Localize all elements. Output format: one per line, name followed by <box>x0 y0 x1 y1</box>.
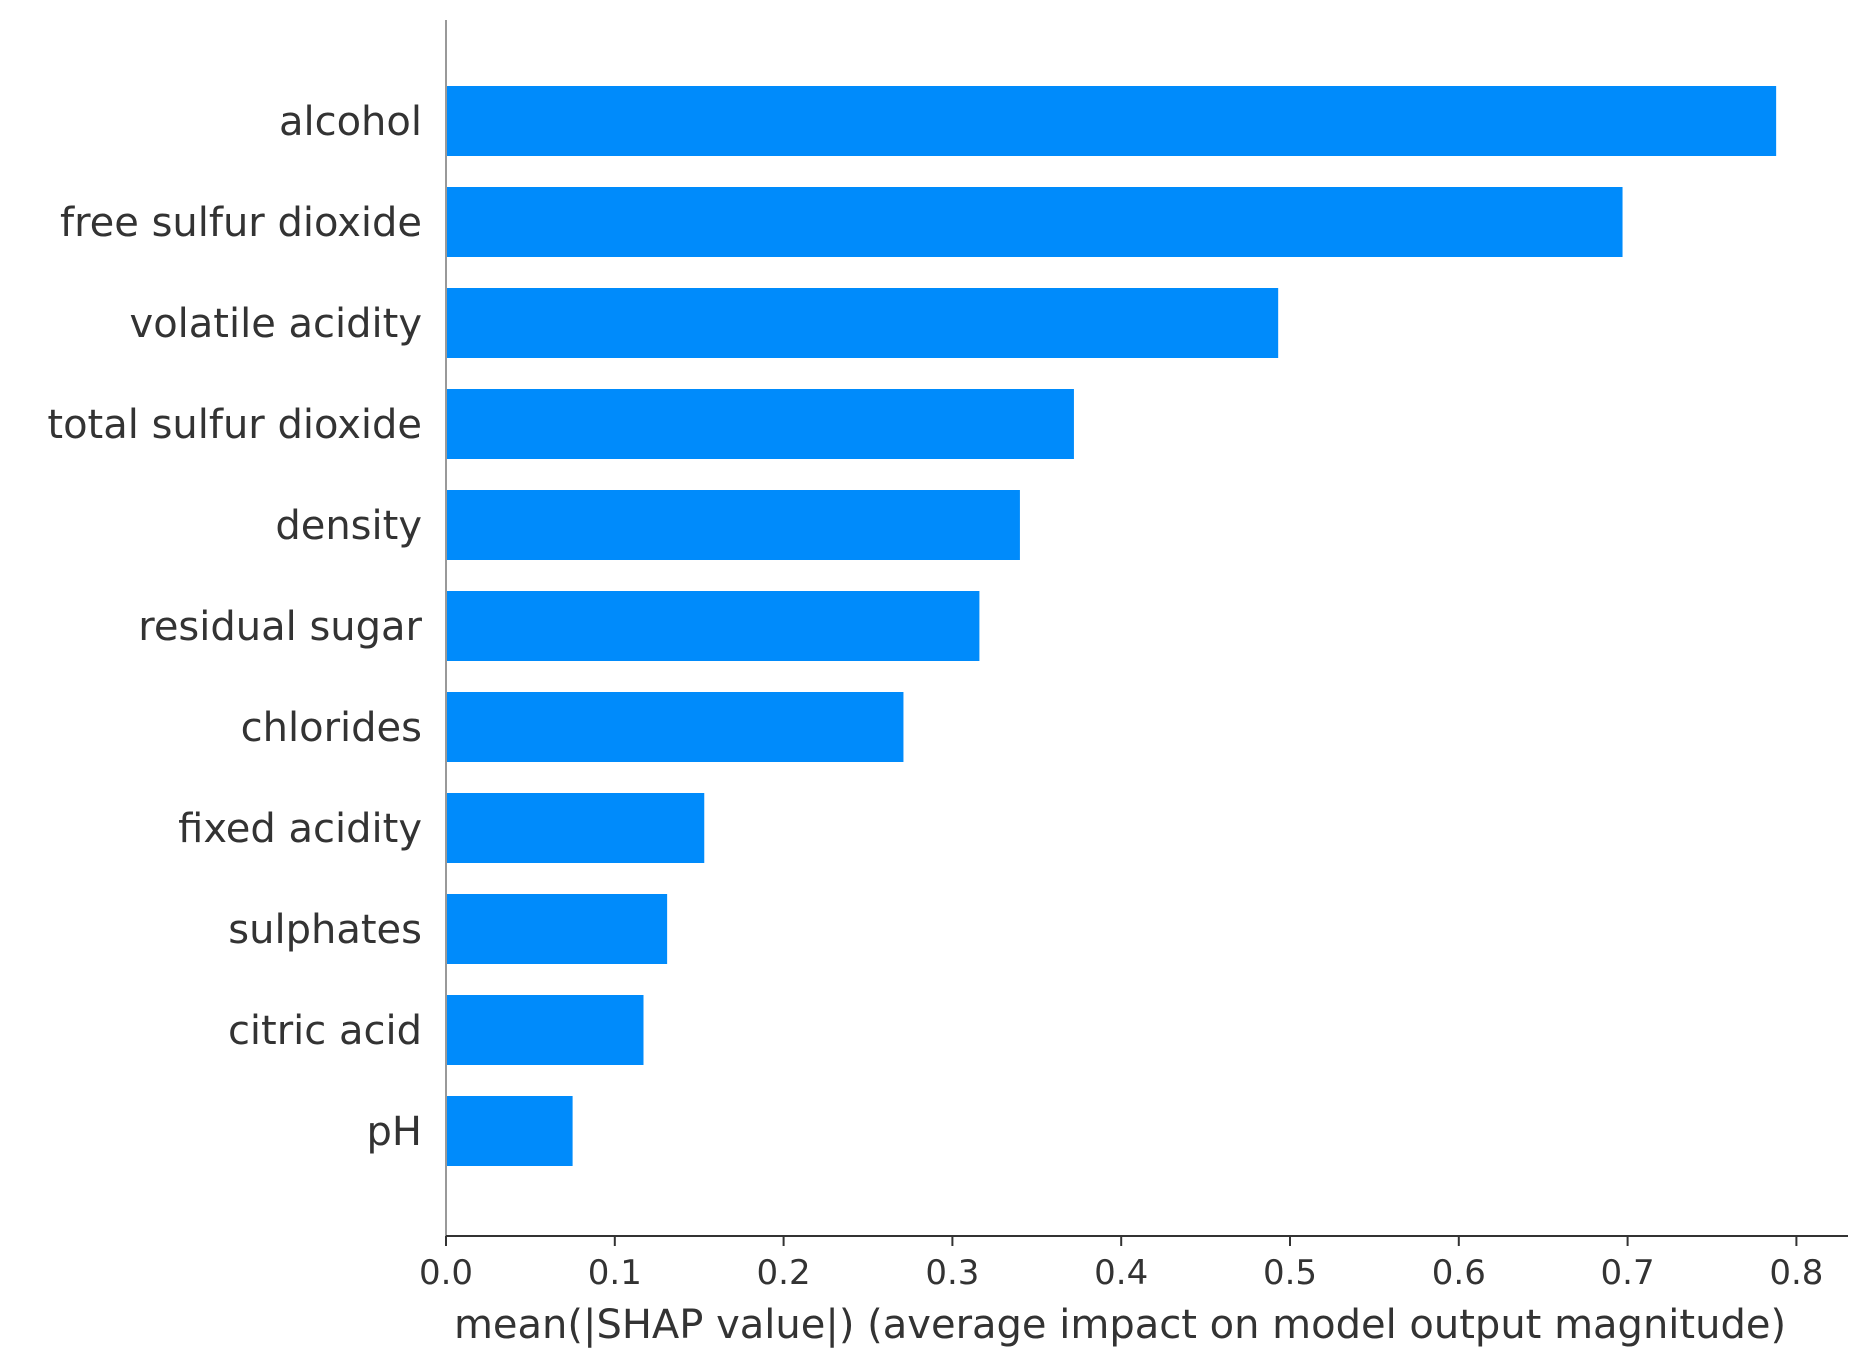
bar-residual-sugar <box>446 591 980 661</box>
x-tick-label: 0.6 <box>1432 1253 1486 1293</box>
category-label-chlorides: chlorides <box>241 705 422 751</box>
category-label-ph: pH <box>367 1109 422 1155</box>
bar-sulphates <box>446 894 668 964</box>
x-tick-label: 0.5 <box>1263 1253 1317 1293</box>
x-tick-label: 0.2 <box>757 1253 811 1293</box>
bars-group <box>446 86 1777 1166</box>
category-label-density: density <box>275 503 422 549</box>
bar-ph <box>446 1096 573 1166</box>
category-label-total-sulfur-dioxide: total sulfur dioxide <box>47 402 422 448</box>
x-axis-title: mean(|SHAP value|) (average impact on mo… <box>454 1302 1786 1348</box>
x-ticks-group: 0.0 0.1 0.2 0.3 0.4 0.5 0.6 0.7 0.8 <box>419 1236 1823 1293</box>
category-label-fixed-acidity: fixed acidity <box>178 806 422 852</box>
bar-free-sulfur-dioxide <box>446 187 1623 257</box>
category-label-alcohol: alcohol <box>279 99 422 145</box>
category-label-residual-sugar: residual sugar <box>138 604 422 650</box>
x-tick-label: 0.1 <box>588 1253 642 1293</box>
category-label-volatile-acidity: volatile acidity <box>130 301 422 347</box>
x-tick-label: 0.7 <box>1601 1253 1655 1293</box>
bar-chlorides <box>446 692 904 762</box>
x-tick-label: 0.8 <box>1769 1253 1823 1293</box>
category-label-citric-acid: citric acid <box>228 1008 422 1054</box>
bar-citric-acid <box>446 995 644 1065</box>
category-labels-group: alcohol free sulfur dioxide volatile acidi… <box>47 99 422 1155</box>
bar-alcohol <box>446 86 1777 156</box>
bar-fixed-acidity <box>446 793 705 863</box>
x-tick-label: 0.3 <box>925 1253 979 1293</box>
axes-group <box>445 20 1848 1237</box>
category-label-free-sulfur-dioxide: free sulfur dioxide <box>60 200 422 246</box>
bar-density <box>446 490 1020 560</box>
bar-volatile-acidity <box>446 288 1279 358</box>
category-label-sulphates: sulphates <box>228 907 422 953</box>
x-tick-label: 0.0 <box>419 1253 473 1293</box>
bar-total-sulfur-dioxide <box>446 389 1074 459</box>
x-tick-label: 0.4 <box>1094 1253 1148 1293</box>
